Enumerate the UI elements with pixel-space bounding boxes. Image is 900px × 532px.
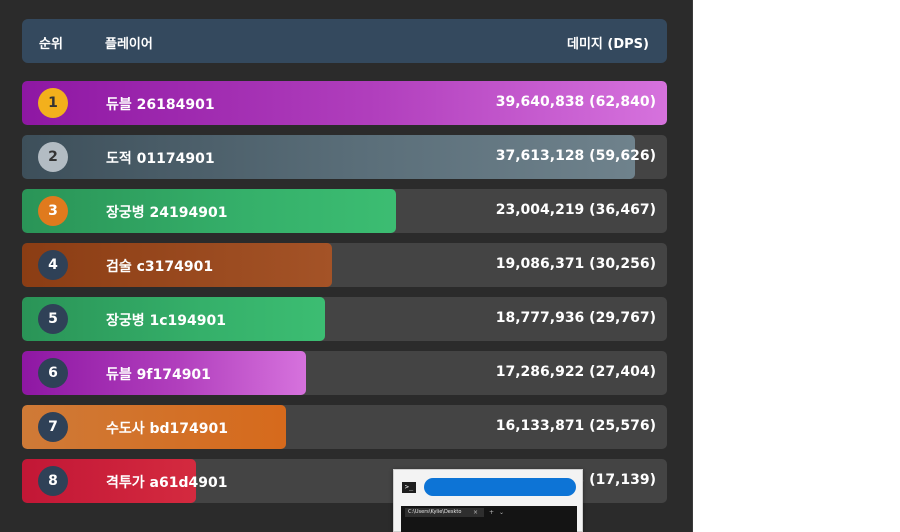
- new-tab-icon[interactable]: +: [489, 509, 495, 516]
- damage-bar: [22, 135, 635, 179]
- player-name: 검술 c3174901: [106, 259, 214, 275]
- player-name: 수도사 bd174901: [106, 421, 229, 437]
- terminal-taskbar-preview[interactable]: >_ C:\Users\Kylie\Deskto × + ⌄: [393, 469, 583, 532]
- rank-badge: 4: [38, 250, 68, 280]
- damage-bar: [22, 81, 667, 125]
- player-name: 도적 01174901: [106, 151, 215, 167]
- redacted-title-bar: [424, 478, 576, 496]
- damage-bar: [22, 297, 326, 341]
- rank-badge: 7: [38, 412, 68, 442]
- table-header: 순위 플레이어 데미지 (DPS): [22, 19, 667, 63]
- ranking-list: 1 듀블 26184901 39,640,838 (62,840) 2 도적 0…: [22, 81, 667, 513]
- rank-badge: 6: [38, 358, 68, 388]
- terminal-thumbnail[interactable]: C:\Users\Kylie\Deskto × + ⌄: [401, 506, 577, 532]
- damage-column-header: 데미지 (DPS): [567, 37, 649, 52]
- ranking-row-7[interactable]: 7 수도사 bd174901 16,133,871 (25,576): [22, 405, 667, 449]
- damage-bar: [22, 243, 332, 287]
- chevron-down-icon[interactable]: ⌄: [499, 509, 505, 516]
- damage-value: 16,133,871 (25,576): [495, 418, 656, 434]
- player-name: 듀블 9f174901: [106, 367, 211, 383]
- ranking-row-1[interactable]: 1 듀블 26184901 39,640,838 (62,840): [22, 81, 667, 125]
- ranking-row-5[interactable]: 5 장궁병 1c194901 18,777,936 (29,767): [22, 297, 667, 341]
- damage-value: 19,086,371 (30,256): [495, 256, 656, 272]
- ranking-row-4[interactable]: 4 검술 c3174901 19,086,371 (30,256): [22, 243, 667, 287]
- damage-bar: [22, 351, 306, 395]
- terminal-icon: >_: [402, 482, 416, 493]
- ranking-row-2[interactable]: 2 도적 01174901 37,613,128 (59,626): [22, 135, 667, 179]
- rank-badge: 2: [38, 142, 68, 172]
- damage-value: 37,613,128 (59,626): [495, 148, 656, 164]
- rank-badge: 8: [38, 466, 68, 496]
- damage-bar: [22, 189, 397, 233]
- player-name: 격투가 a61d4901: [106, 475, 228, 491]
- ranking-row-6[interactable]: 6 듀블 9f174901 17,286,922 (27,404): [22, 351, 667, 395]
- rank-column-header: 순위: [39, 37, 63, 52]
- player-column-header: 플레이어: [105, 37, 153, 52]
- dps-meter-panel: 순위 플레이어 데미지 (DPS) 1 듀블 26184901 39,640,8…: [0, 0, 693, 532]
- tab-close-icon[interactable]: ×: [473, 509, 479, 516]
- ranking-row-3[interactable]: 3 장궁병 24194901 23,004,219 (36,467): [22, 189, 667, 233]
- damage-value: 17,286,922 (27,404): [495, 364, 656, 380]
- rank-badge: 5: [38, 304, 68, 334]
- player-name: 장궁병 1c194901: [106, 313, 227, 329]
- rank-badge: 1: [38, 88, 68, 118]
- player-name: 장궁병 24194901: [106, 205, 228, 221]
- damage-value: 23,004,219 (36,467): [495, 202, 656, 218]
- damage-value: 18,777,936 (29,767): [495, 310, 656, 326]
- rank-badge: 3: [38, 196, 68, 226]
- terminal-tab[interactable]: C:\Users\Kylie\Deskto: [405, 508, 484, 517]
- player-name: 듀블 26184901: [106, 97, 215, 113]
- damage-value: 39,640,838 (62,840): [495, 94, 656, 110]
